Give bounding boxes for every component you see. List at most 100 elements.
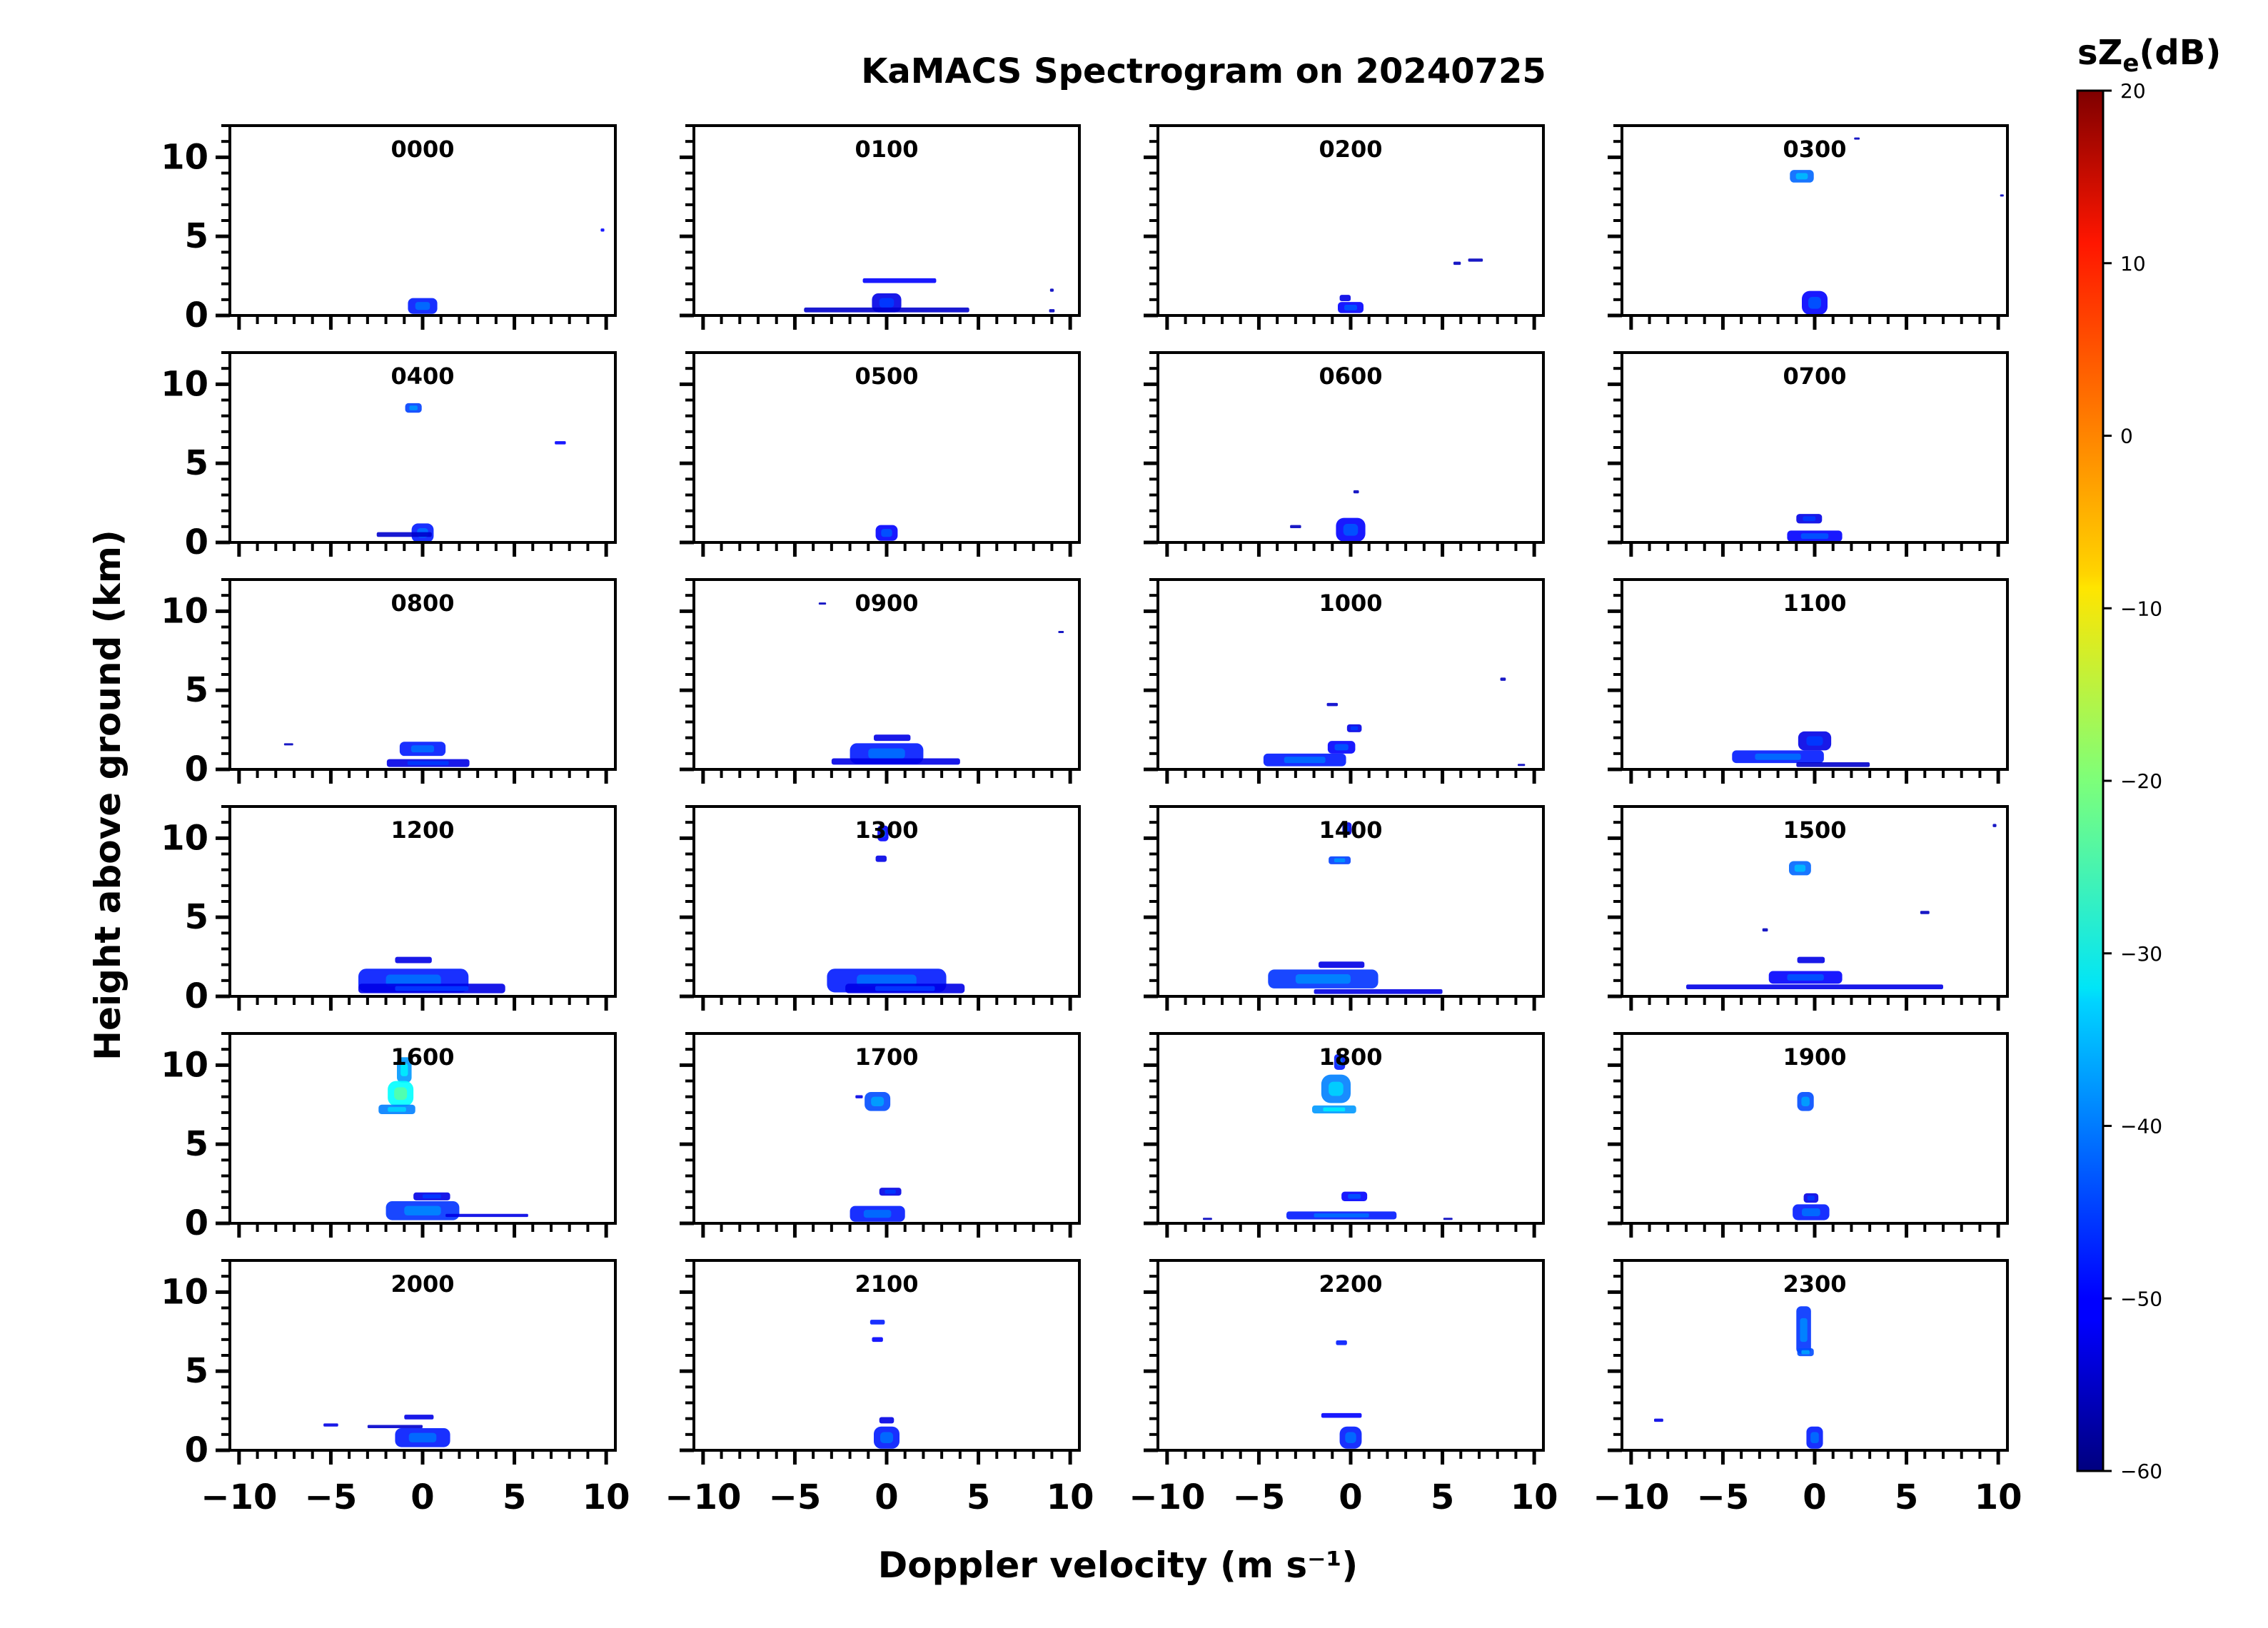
panel-time-label: 0200 [1319,136,1382,163]
echo-cell [404,1415,434,1420]
echo-core [875,986,935,991]
echo-cell [862,278,937,283]
x-tick-label: 5 [1431,1477,1454,1517]
x-tick-label: −5 [1233,1477,1286,1517]
echo-core [408,1432,437,1442]
echo-cell [804,307,969,313]
y-tick-label: 10 [161,591,208,631]
echo-cell [1290,525,1301,529]
y-tick-label: 0 [185,522,208,562]
panel-1600: 1600 0 5 10 [161,1032,617,1243]
x-tick-label: 10 [1047,1477,1094,1517]
echo-cell [879,1417,894,1424]
x-tick-label: −10 [201,1477,277,1517]
echo-core [1334,744,1349,751]
echo-cell [283,743,293,746]
echo-cell [1654,1418,1663,1422]
echo-cell [872,1337,883,1343]
panel-time-label: 1000 [1319,590,1382,617]
echo-core [1800,1318,1808,1343]
x-tick-label: −5 [1697,1477,1750,1517]
x-tick-label: 5 [967,1477,990,1517]
echo-core [1351,726,1359,731]
x-tick-label: 0 [410,1477,434,1517]
echo-features [1732,731,1870,767]
echo-core [415,302,430,310]
echo-cell [874,734,911,742]
panel-1200: 1200 0 5 10 [161,805,617,1016]
echo-core [409,405,418,410]
colorbar-tick-label: 0 [2120,425,2133,448]
echo-core [1334,858,1346,863]
echo-core [1344,305,1357,310]
echo-cell [1500,677,1506,681]
echo-cell [1992,824,1997,827]
echo-features [1790,137,2004,315]
x-tick-label: 0 [1339,1477,1362,1517]
echo-core [1343,523,1359,536]
panel-time-label: 0500 [855,363,918,390]
x-tick-label: 0 [1803,1477,1826,1517]
echo-cell [1443,1218,1453,1220]
echo-core [863,1210,892,1218]
panel-time-label: 1200 [390,816,454,844]
echo-cell [1203,1218,1212,1220]
y-tick-label: 5 [185,1124,208,1164]
panel-time-label: 2100 [855,1270,918,1298]
panel-1400: 1400 [1144,805,1545,1011]
panel-0200: 0200 [1144,124,1545,330]
echo-features [1268,822,1443,994]
echo-core [1807,1195,1815,1200]
echo-features [378,1057,528,1220]
echo-core [407,761,449,765]
echo-cell [1797,956,1825,964]
echo-features [870,1320,899,1449]
panel-time-label: 0300 [1783,136,1846,163]
echo-core [1808,296,1821,309]
y-tick-label: 10 [161,137,208,177]
panel-time-label: 0400 [390,363,454,390]
echo-core [1295,974,1351,984]
echo-cell [1796,762,1870,767]
echo-features [1203,1053,1453,1220]
echo-core [410,745,435,753]
echo-features [376,403,566,542]
echo-core [1755,753,1801,760]
y-tick-label: 10 [161,1045,208,1085]
echo-core [1284,757,1326,764]
panel-time-label: 1300 [855,816,918,844]
panel-time-label: 0900 [855,590,918,617]
colorbar-tick-label: −10 [2120,597,2162,620]
panel-1800: 1800 [1144,1032,1545,1238]
x-tick-label: −10 [1129,1477,1205,1517]
echo-core [1323,1107,1346,1112]
echo-features [875,525,898,541]
echo-cell [1314,989,1443,994]
colorbar-gradient [2077,91,2103,1471]
panel-1100: 1100 [1608,578,2009,784]
echo-cell [395,956,432,964]
colorbar-tick-label: −20 [2120,769,2162,793]
echo-cell [367,1425,423,1428]
panel-time-label: 1700 [855,1043,918,1071]
panel-1000: 1000 [1144,578,1545,784]
echo-core [400,1063,408,1076]
echo-cell [1518,764,1526,767]
panel-time-label: 0800 [390,590,454,617]
echo-features [358,956,505,994]
echo-cell [445,1213,528,1218]
echo-core [857,974,917,987]
echo-core [1314,1213,1369,1218]
echo-cell [855,1095,863,1098]
echo-core [1810,1432,1819,1444]
panel-time-label: 0100 [855,136,918,163]
y-tick-label: 5 [185,670,208,710]
x-tick-label: 10 [583,1477,630,1517]
x-tick-label: 10 [1975,1477,2022,1517]
echo-core [1802,1208,1820,1217]
echo-core [1329,1081,1344,1096]
panel-time-label: 0000 [390,136,454,163]
panel-0600: 0600 [1144,351,1545,557]
